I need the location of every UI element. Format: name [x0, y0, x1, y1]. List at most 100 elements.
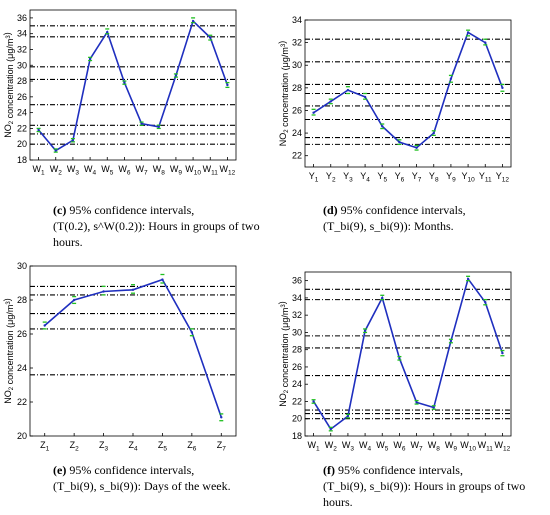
chart-c-point-9: [191, 19, 195, 23]
chart-e-svg: 20 22 24 26 28 30 Z1 Z2 Z3 Z4 Z5 Z6 Z7 NO2 concentrat…: [2, 261, 237, 453]
chart-panel-d: 22 24 26 28 30 32 34 Y1 Y2 Y3 Y4 Y5 Y6 Y7 Y8 Y9 Y10 Y11 Y1…: [275, 0, 550, 262]
chart-d-xtick-label-7: Y8: [429, 171, 439, 184]
chart-d-point-7: [432, 131, 435, 135]
chart-f-ytick-label-3: 24: [292, 379, 302, 389]
chart-c-ytick-label-3: 24: [17, 108, 27, 118]
chart-d-xtick-label-3: Y4: [360, 171, 370, 184]
chart-c-ytick-label-9: 36: [17, 13, 27, 23]
chart-e-xtick-label-4: Z5: [158, 440, 168, 453]
chart-f-caption-line-3: hours.: [323, 495, 353, 509]
chart-f-ytick-label-7: 32: [292, 310, 302, 320]
chart-f-caption: (f) 95% confidence intervals, (T_bi(9), …: [323, 462, 543, 510]
chart-c-ytick-label-7: 32: [17, 44, 27, 54]
chart-f-ytick-label-2: 22: [292, 396, 302, 406]
chart-e-xtick-label-6: Z7: [217, 440, 227, 453]
chart-c-plot-frame: [29, 9, 237, 161]
chart-c-ytick-label-1: 20: [17, 139, 27, 149]
chart-c-caption: (c) 95% confidence intervals, (T(0.2), s…: [53, 202, 268, 250]
chart-f-series-line: [312, 277, 504, 431]
chart-d-point-9: [466, 31, 470, 34]
chart-d-svg: 22 24 26 28 30 32 34 Y1 Y2 Y3 Y4 Y5 Y6 Y7 Y8 Y9 Y10 Y11 Y1…: [277, 15, 512, 184]
chart-f-xtick-label-10: W11: [478, 440, 494, 453]
chart-f-ytick-label-0: 18: [292, 431, 302, 441]
chart-c-ytick-label-4: 26: [17, 92, 27, 102]
chart-e-caption: (e) 95% confidence intervals, (T_bi(9), …: [53, 462, 268, 494]
chart-f-ytick-label-9: 36: [292, 276, 302, 286]
chart-f-ylabel: NO2 concentration (μg/m3): [277, 301, 290, 406]
chart-c-point-11: [226, 83, 229, 87]
chart-c-ytick-label-2: 22: [17, 123, 27, 133]
chart-f-point-10: [484, 301, 487, 304]
chart-f-ytick-label-1: 20: [292, 414, 302, 424]
chart-f-xtick-label-11: W12: [495, 440, 511, 453]
chart-f-point-7: [432, 406, 435, 409]
chart-e-point-5: [190, 331, 194, 334]
chart-d-caption-line-2: (T_bi(9), s_bi(9)): Months.: [323, 219, 454, 233]
chart-panel-c: 18 20 22 24 26 28 30 32 34 36 W1 W2 W3 W4 W5 W6 W7 W8 W9 W1…: [0, 0, 275, 262]
chart-f-ytick-label-6: 30: [292, 327, 302, 337]
chart-c-point-2: [71, 139, 75, 142]
chart-c-xtick-label-3: W4: [84, 164, 97, 177]
chart-d-series-line: [313, 31, 504, 149]
chart-f-point-0: [312, 400, 315, 403]
chart-d-point-6: [415, 146, 418, 149]
chart-f-xtick-label-4: W5: [376, 440, 389, 453]
chart-c-xtick-label-10: W11: [203, 164, 219, 177]
chart-d-ytick-label-4: 30: [292, 60, 302, 70]
chart-d-point-0: [312, 111, 315, 114]
chart-f-xtick-label-1: W2: [325, 440, 338, 453]
chart-d-ytick-label-2: 26: [292, 105, 302, 115]
chart-c-xtick-label-4: W5: [101, 164, 114, 177]
chart-d-xtick-label-5: Y6: [395, 171, 405, 184]
chart-d-ytick-label-3: 28: [292, 83, 302, 93]
chart-c-caption-line-2: (T(0.2), s^W(0.2)): Hours in groups of t…: [53, 219, 260, 233]
chart-c-ytick-label-8: 34: [17, 29, 27, 39]
chart-f-xtick-label-7: W8: [428, 440, 441, 453]
chart-e-ytick-label-5: 30: [17, 261, 27, 271]
chart-d-xtick-label-4: Y5: [377, 171, 387, 184]
chart-f-point-2: [346, 414, 350, 418]
chart-e-point-2: [102, 290, 105, 293]
chart-f-point-6: [415, 401, 418, 404]
chart-e-caption-line-1: 95% confidence intervals,: [69, 463, 195, 477]
chart-d-point-4: [381, 125, 384, 128]
chart-d-xtick-label-2: Y3: [343, 171, 353, 184]
chart-c-ytick-label-5: 28: [17, 76, 27, 86]
chart-e-xtick-label-2: Z3: [99, 440, 109, 453]
chart-e-ylabel: NO2 concentration (μg/m3): [2, 298, 15, 403]
chart-c-point-1: [54, 149, 57, 152]
chart-c-point-3: [88, 57, 92, 61]
chart-d-xtick-label-1: Y2: [326, 171, 336, 184]
chart-c-point-7: [157, 125, 160, 129]
chart-c-xtick-label-0: W1: [33, 164, 46, 177]
chart-e-point-0: [43, 324, 46, 327]
chart-d-xtick-label-11: Y12: [496, 171, 510, 184]
chart-f-ytick-label-5: 28: [292, 345, 302, 355]
chart-f-xtick-label-3: W4: [359, 440, 372, 453]
chart-d-xtick-label-10: Y11: [479, 171, 492, 184]
chart-c-xtick-label-11: W12: [220, 164, 236, 177]
chart-c-point-10: [209, 36, 212, 39]
chart-f-xtick-label-6: W7: [411, 440, 424, 453]
chart-c-caption-line-3: hours.: [53, 235, 83, 249]
chart-f-caption-bold: (f): [323, 463, 335, 477]
chart-e-caption-line-2: (T_bi(9), s_bi(9)): Days of the week.: [53, 479, 231, 493]
chart-d-point-8: [449, 77, 453, 81]
chart-f-xtick-label-5: W6: [393, 440, 405, 453]
chart-c-xtick-label-7: W8: [153, 164, 166, 177]
chart-f-xtick-label-2: W3: [342, 440, 355, 453]
chart-d-ytick-label-6: 34: [292, 15, 302, 25]
chart-e-series-line: [44, 278, 223, 418]
chart-d-ylabel: NO2 concentration (μg/m3): [277, 41, 290, 146]
chart-c-point-5: [123, 81, 126, 84]
chart-e-point-6: [220, 416, 223, 419]
chart-c-xtick-label-5: W6: [118, 164, 130, 177]
chart-f-caption-line-1: 95% confidence intervals,: [338, 463, 463, 477]
chart-f-plot-frame: [304, 271, 512, 437]
chart-d-ytick-label-1: 24: [292, 128, 302, 138]
chart-e-plot-frame: [29, 265, 237, 437]
chart-c-point-8: [174, 74, 178, 77]
chart-f-point-1: [329, 427, 332, 431]
chart-f-point-3: [363, 329, 367, 332]
